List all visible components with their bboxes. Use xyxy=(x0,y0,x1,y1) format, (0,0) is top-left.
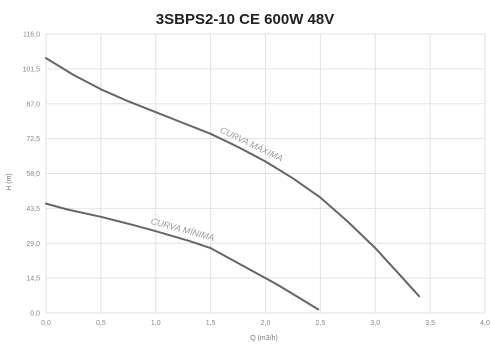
y-tick-label: 58,0 xyxy=(26,171,40,178)
x-tick-label: 2,0 xyxy=(261,320,271,327)
series xyxy=(45,57,421,311)
x-tick-label: 4,0 xyxy=(480,320,490,327)
y-tick-label: 116,0 xyxy=(23,32,40,39)
y-tick-label: 72,5 xyxy=(26,136,40,143)
y-axis-label: H (m) xyxy=(6,173,13,191)
grid xyxy=(45,33,486,314)
x-tick-label: 2,5 xyxy=(316,320,326,327)
x-axis-label: Q (m3/h) xyxy=(250,335,278,342)
x-tick-label: 0,0 xyxy=(41,320,51,327)
series-line-maxima xyxy=(45,57,421,298)
y-tick-label: 101,5 xyxy=(22,66,40,73)
series-label-maxima: CURVA MÁXIMA xyxy=(219,125,285,164)
x-tick-label: 3,5 xyxy=(425,320,435,327)
y-tick-label: 87,0 xyxy=(26,101,40,108)
y-tick-label: 14,5 xyxy=(26,276,40,283)
y-tick-label: 0,0 xyxy=(30,311,40,318)
tick-labels: 0,0 0,5 1,0 1,5 2,0 2,5 3,0 3,5 4,0 0,0 14,5 29,0 43… xyxy=(22,32,490,328)
x-tick-label: 1,0 xyxy=(151,320,161,327)
x-tick-label: 3,0 xyxy=(370,320,380,327)
x-tick-label: 0,5 xyxy=(96,320,106,327)
y-tick-label: 43,5 xyxy=(26,206,40,213)
series-line-minima xyxy=(45,202,320,311)
y-tick-label: 29,0 xyxy=(26,241,40,248)
chart-title: 3SBPS2-10 CE 600W 48V xyxy=(156,11,334,28)
x-tick-label: 1,5 xyxy=(206,320,216,327)
